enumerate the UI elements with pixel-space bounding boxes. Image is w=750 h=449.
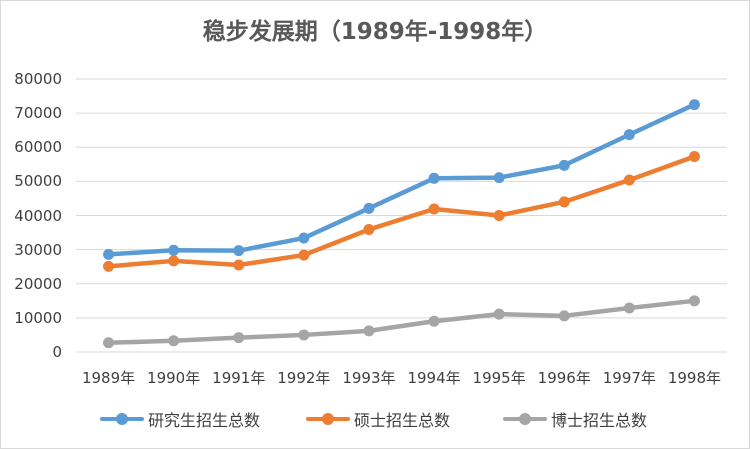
legend-item: 硕士招生总数 [306,406,450,432]
data-point [428,203,440,215]
x-tick-label: 1992年 [277,369,331,387]
chart-legend: 研究生招生总数 硕士招生总数 博士招生总数 [0,406,750,432]
y-tick-label: 40000 [14,206,62,225]
x-tick-label: 1995年 [472,369,526,387]
y-tick-label: 0 [52,343,62,361]
data-point [168,335,180,347]
data-point [428,315,440,327]
legend-label: 硕士招生总数 [354,411,451,430]
chart-title: 稳步发展期（1989年-1998年） [202,19,548,45]
data-point [103,260,115,272]
data-point [493,210,505,221]
x-tick-label: 1989年 [81,369,136,387]
data-point [298,249,310,261]
legend-swatch [503,406,547,432]
x-tick-label: 1990年 [147,369,201,387]
data-point [363,202,375,214]
data-point [558,196,570,208]
y-tick-label: 10000 [14,308,62,327]
data-point [103,337,115,349]
data-point [363,223,375,235]
y-tick-label: 20000 [14,274,62,293]
data-point [298,329,310,341]
legend-label: 研究生招生总数 [148,411,261,430]
legend-swatch [306,406,350,432]
y-tick-label: 70000 [14,104,62,123]
y-tick-label: 50000 [14,172,62,191]
x-tick-label: 1997年 [602,369,656,387]
legend-label: 博士招生总数 [551,411,648,430]
data-point [623,174,635,186]
y-tick-label: 60000 [14,138,62,157]
series-line [106,154,697,269]
data-point [493,172,505,184]
data-point [233,245,245,257]
x-tick-label: 1993年 [342,369,396,387]
data-point [558,159,570,171]
data-point [298,232,310,244]
y-tick-label: 80000 [14,70,62,88]
legend-swatch [100,406,144,432]
data-point [103,248,115,260]
x-tick-label: 1994年 [407,369,461,387]
data-point [168,255,180,267]
data-point [168,244,180,256]
data-point [233,332,245,344]
data-point [558,310,570,322]
series-line [106,102,697,257]
data-point [688,295,700,307]
data-point [493,308,505,320]
data-point [623,129,635,141]
legend-item: 研究生招生总数 [100,406,260,432]
data-point [233,259,245,271]
y-tick-label: 30000 [14,240,62,259]
x-tick-label: 1991年 [212,369,266,387]
x-tick-label: 1996年 [537,369,591,387]
x-tick-label: 1998年 [667,369,722,387]
data-point [363,325,375,337]
data-point [623,302,635,314]
data-point [428,172,440,184]
data-point [688,150,700,162]
data-point [688,99,700,111]
series-line [106,298,697,346]
legend-item: 博士招生总数 [503,406,647,432]
